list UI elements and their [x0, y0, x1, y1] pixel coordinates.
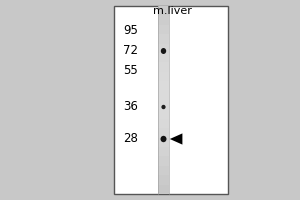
- Bar: [158, 119, 169, 128]
- Bar: [114, 6, 228, 194]
- Text: 36: 36: [123, 100, 138, 114]
- Bar: [158, 81, 169, 91]
- Bar: [158, 62, 169, 72]
- Text: 72: 72: [123, 45, 138, 58]
- Bar: [158, 166, 169, 175]
- Bar: [158, 185, 169, 194]
- Ellipse shape: [161, 48, 166, 54]
- Bar: [158, 44, 169, 53]
- Bar: [158, 6, 169, 15]
- Text: 95: 95: [123, 24, 138, 38]
- Bar: [158, 100, 169, 109]
- Polygon shape: [170, 133, 182, 145]
- Bar: [158, 175, 169, 185]
- Bar: [158, 53, 169, 62]
- Bar: [158, 72, 169, 81]
- Bar: [158, 147, 169, 156]
- Bar: [158, 34, 169, 44]
- Bar: [158, 91, 169, 100]
- Bar: [158, 138, 169, 147]
- Bar: [158, 128, 169, 138]
- Bar: [158, 15, 169, 25]
- Bar: [158, 109, 169, 119]
- Ellipse shape: [161, 105, 166, 109]
- Bar: [158, 156, 169, 166]
- Text: 55: 55: [123, 64, 138, 77]
- Text: m.liver: m.liver: [153, 6, 192, 16]
- Ellipse shape: [160, 136, 166, 142]
- Bar: [158, 25, 169, 34]
- Text: 28: 28: [123, 132, 138, 146]
